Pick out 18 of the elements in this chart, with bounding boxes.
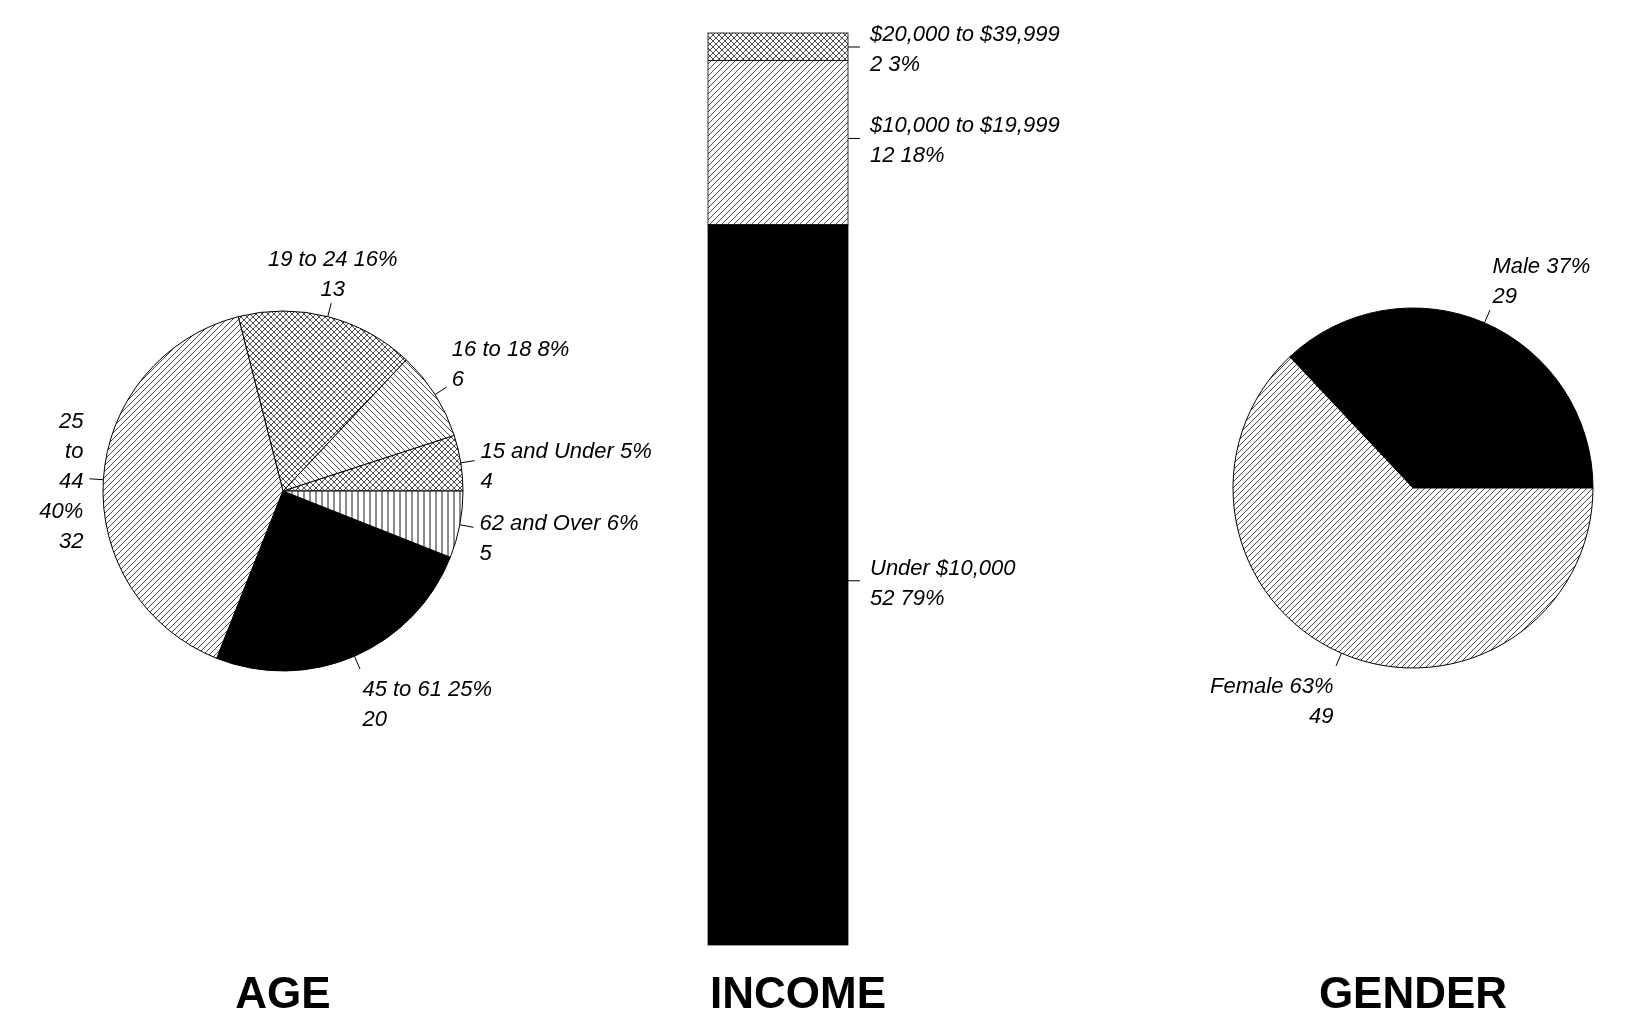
slice-label: 15 and Under 5% 4 <box>480 438 652 494</box>
slice-label: 45 to 61 25% 20 <box>361 675 493 731</box>
slice-label: 62 and Over 6% 5 <box>479 510 639 566</box>
series-label: Under $10,000 <box>870 554 1017 580</box>
slice-label: 19 to 24 16% 13 <box>267 245 398 301</box>
text: AGE <box>235 968 331 1017</box>
text: INCOME <box>710 968 886 1017</box>
data-label: 2 3% <box>869 51 921 76</box>
slice-label: 25 to 44 <box>57 407 85 493</box>
slice-label: Female 63% 49 <box>1210 672 1334 728</box>
data-label: 12 18% <box>870 142 945 168</box>
series-label: $20,000 to $39,999 <box>869 21 1060 46</box>
data-label: 52 79% <box>870 584 945 610</box>
text: GENDER <box>1318 968 1508 1017</box>
slice-label: 16 to 18 8% 6 <box>451 336 570 392</box>
data-label: 40% 32 <box>39 497 84 553</box>
slice-label: Male 37% 29 <box>1491 253 1591 309</box>
series-label: $10,000 to $19,999 <box>869 112 1060 138</box>
